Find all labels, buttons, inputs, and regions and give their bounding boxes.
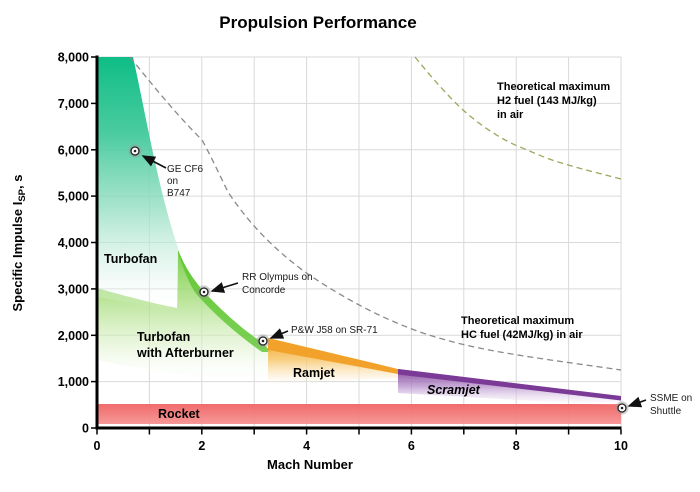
ge-cf6-label-line1: GE CF6 [167,164,204,175]
axes [91,55,622,435]
ssme-label-line2: Shuttle [650,406,682,417]
engine-markers [128,144,629,415]
y-tick-0: 0 [82,422,89,436]
x-tick-0: 0 [94,439,101,453]
annotation-arrows [141,155,647,408]
y-tick-7000: 7,000 [58,97,89,111]
y-tick-8000: 8,000 [58,51,89,65]
pw-j58-marker [256,334,270,348]
h2-note-line1: Theoretical maximum [497,81,610,93]
y-tick-labels: 8,000 7,000 6,000 5,000 4,000 3,000 2,00… [58,51,89,436]
h2-fuel-curve [414,56,622,180]
rocket-region [97,404,621,424]
scramjet-edge-band [398,369,621,401]
y-tick-3000: 3,000 [58,282,89,296]
ssme-arrow [627,396,647,408]
x-tick-8: 8 [513,439,520,453]
x-tick-6: 6 [408,439,415,453]
afterburner-region [97,250,272,383]
x-axis-title: Mach Number [267,457,353,472]
theoretical-notes: Theoretical maximum H2 fuel (143 MJ/kg) … [461,81,610,341]
y-tick-5000: 5,000 [58,190,89,204]
y-axis-title: Specific Impulse ISP, s [10,175,28,312]
rr-olympus-label-line1: RR Olympus on [242,272,313,283]
y-tick-4000: 4,000 [58,236,89,250]
chart-title: Propulsion Performance [219,13,416,32]
rr-olympus-label-line2: Concorde [242,285,286,296]
y-tick-1000: 1,000 [58,375,89,389]
scramjet-label: Scramjet [427,383,481,397]
ramjet-edge-band [268,338,398,374]
hc-note-line2: HC fuel (42MJ/kg) in air [461,329,583,341]
y-tick-2000: 2,000 [58,329,89,343]
ge-cf6-marker [128,144,142,158]
pw-j58-label: P&W J58 on SR-71 [291,325,378,336]
ge-cf6-label-line2: on [167,176,178,187]
gridlines [97,56,622,428]
hc-note-line1: Theoretical maximum [461,315,574,327]
region-areas [97,57,621,424]
ssme-label-line1: SSME on [650,393,692,404]
rr-olympus-arrow [210,282,239,293]
x-axis-ticks [96,429,622,435]
pw-j58-arrow [269,328,289,339]
theoretical-curves [129,56,622,371]
x-tick-4: 4 [303,439,310,453]
turbofan-label: Turbofan [104,252,157,266]
h2-note-line2: H2 fuel (143 MJ/kg) [497,95,597,107]
turbofan-region [97,57,178,312]
ge-cf6-arrow [141,155,167,169]
hc-fuel-curve [129,56,622,371]
rr-olympus-marker [197,285,211,299]
ge-cf6-label-line3: B747 [167,188,191,199]
h2-note-line3: in air [497,109,524,121]
x-tick-10: 10 [614,439,628,453]
ssme-marker [615,401,629,415]
rocket-label: Rocket [158,407,201,421]
afterburner-label-line2: with Afterburner [136,346,234,360]
annotation-labels: GE CF6 on B747 RR Olympus on Concorde P&… [167,164,692,417]
x-tick-2: 2 [198,439,205,453]
region-labels: Turbofan Turbofan with Afterburner Ramje… [104,252,481,421]
y-axis-ticks [91,56,96,429]
afterburner-label-line1: Turbofan [137,330,190,344]
x-tick-labels: 0 2 4 6 8 10 [94,439,628,453]
ramjet-label: Ramjet [293,366,336,380]
y-tick-6000: 6,000 [58,143,89,157]
